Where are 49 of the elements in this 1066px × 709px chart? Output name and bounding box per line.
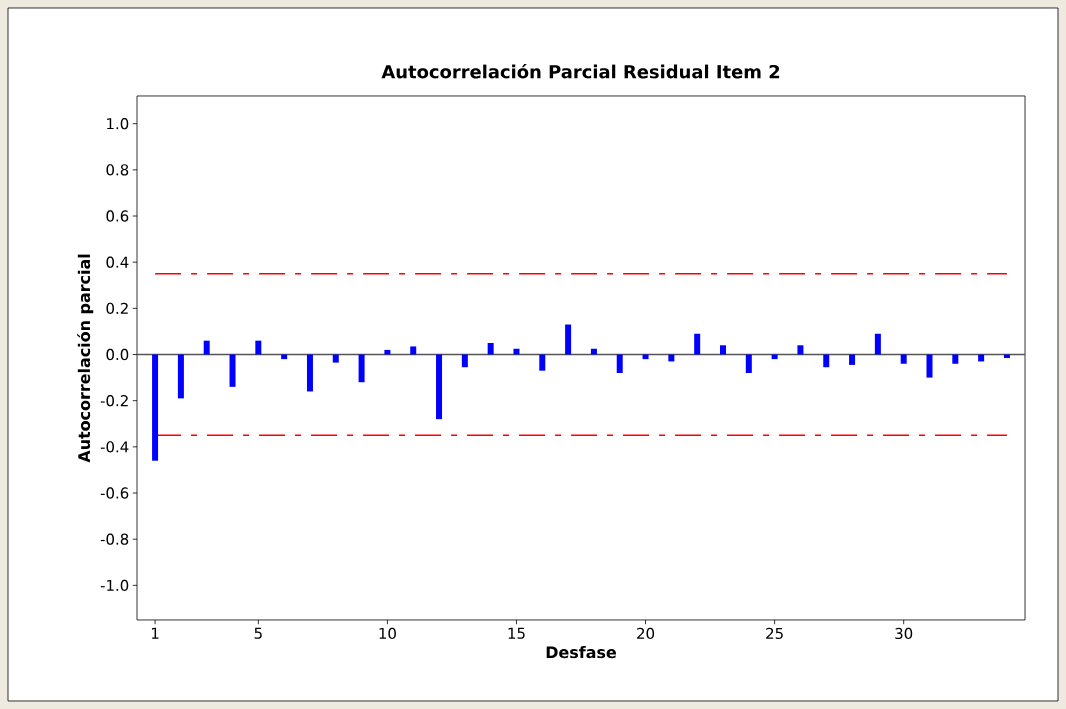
bar — [436, 354, 443, 420]
y-tick-label: 0.6 — [106, 210, 129, 222]
y-tick-label: -0.6 — [100, 487, 129, 499]
bar — [487, 342, 494, 355]
bar — [823, 354, 830, 368]
y-tick-label: 0.8 — [106, 164, 129, 176]
bar — [797, 345, 804, 355]
y-tick-label: -0.2 — [100, 395, 128, 407]
x-tick-label: 5 — [254, 627, 262, 639]
bar — [332, 354, 339, 363]
bar — [306, 354, 313, 392]
bar — [177, 354, 184, 399]
x-tick-label: 10 — [379, 627, 396, 640]
x-tick-label: 25 — [766, 627, 783, 640]
x-tick-label: 15 — [508, 627, 525, 639]
bar — [513, 348, 520, 355]
y-tick-label: -0.4 — [100, 441, 129, 453]
bar — [900, 354, 907, 364]
bar — [694, 333, 701, 355]
bar — [952, 354, 959, 364]
bar — [384, 349, 391, 355]
bar — [203, 340, 210, 355]
y-tick-label: -0.8 — [100, 533, 129, 545]
x-tick-label: 20 — [637, 627, 655, 640]
y-tick-label: 0.2 — [106, 302, 128, 315]
bar — [410, 346, 417, 355]
y-axis-title: Autocorrelación parcial — [77, 254, 94, 463]
bar — [616, 354, 623, 373]
bar — [229, 354, 236, 387]
bar — [539, 354, 546, 371]
y-tick-label: -1.0 — [100, 579, 129, 592]
bar — [152, 354, 159, 461]
bar — [461, 354, 468, 368]
y-tick-label: 0.4 — [106, 256, 129, 268]
chart-title: Autocorrelación Parcial Residual Item 2 — [381, 63, 780, 79]
bar — [565, 324, 572, 355]
bar — [874, 333, 881, 355]
bar — [745, 354, 752, 373]
y-tick-label: 1.0 — [107, 118, 129, 130]
bar — [926, 354, 933, 378]
x-tick-label: 1 — [151, 627, 159, 639]
bar — [719, 345, 726, 355]
x-tick-label: 30 — [895, 627, 913, 640]
bar — [590, 348, 597, 355]
y-tick-label: 0.0 — [106, 348, 129, 361]
x-axis-title: Desfase — [546, 645, 616, 659]
bar — [358, 354, 365, 383]
bar — [255, 340, 262, 355]
bar — [849, 354, 856, 365]
